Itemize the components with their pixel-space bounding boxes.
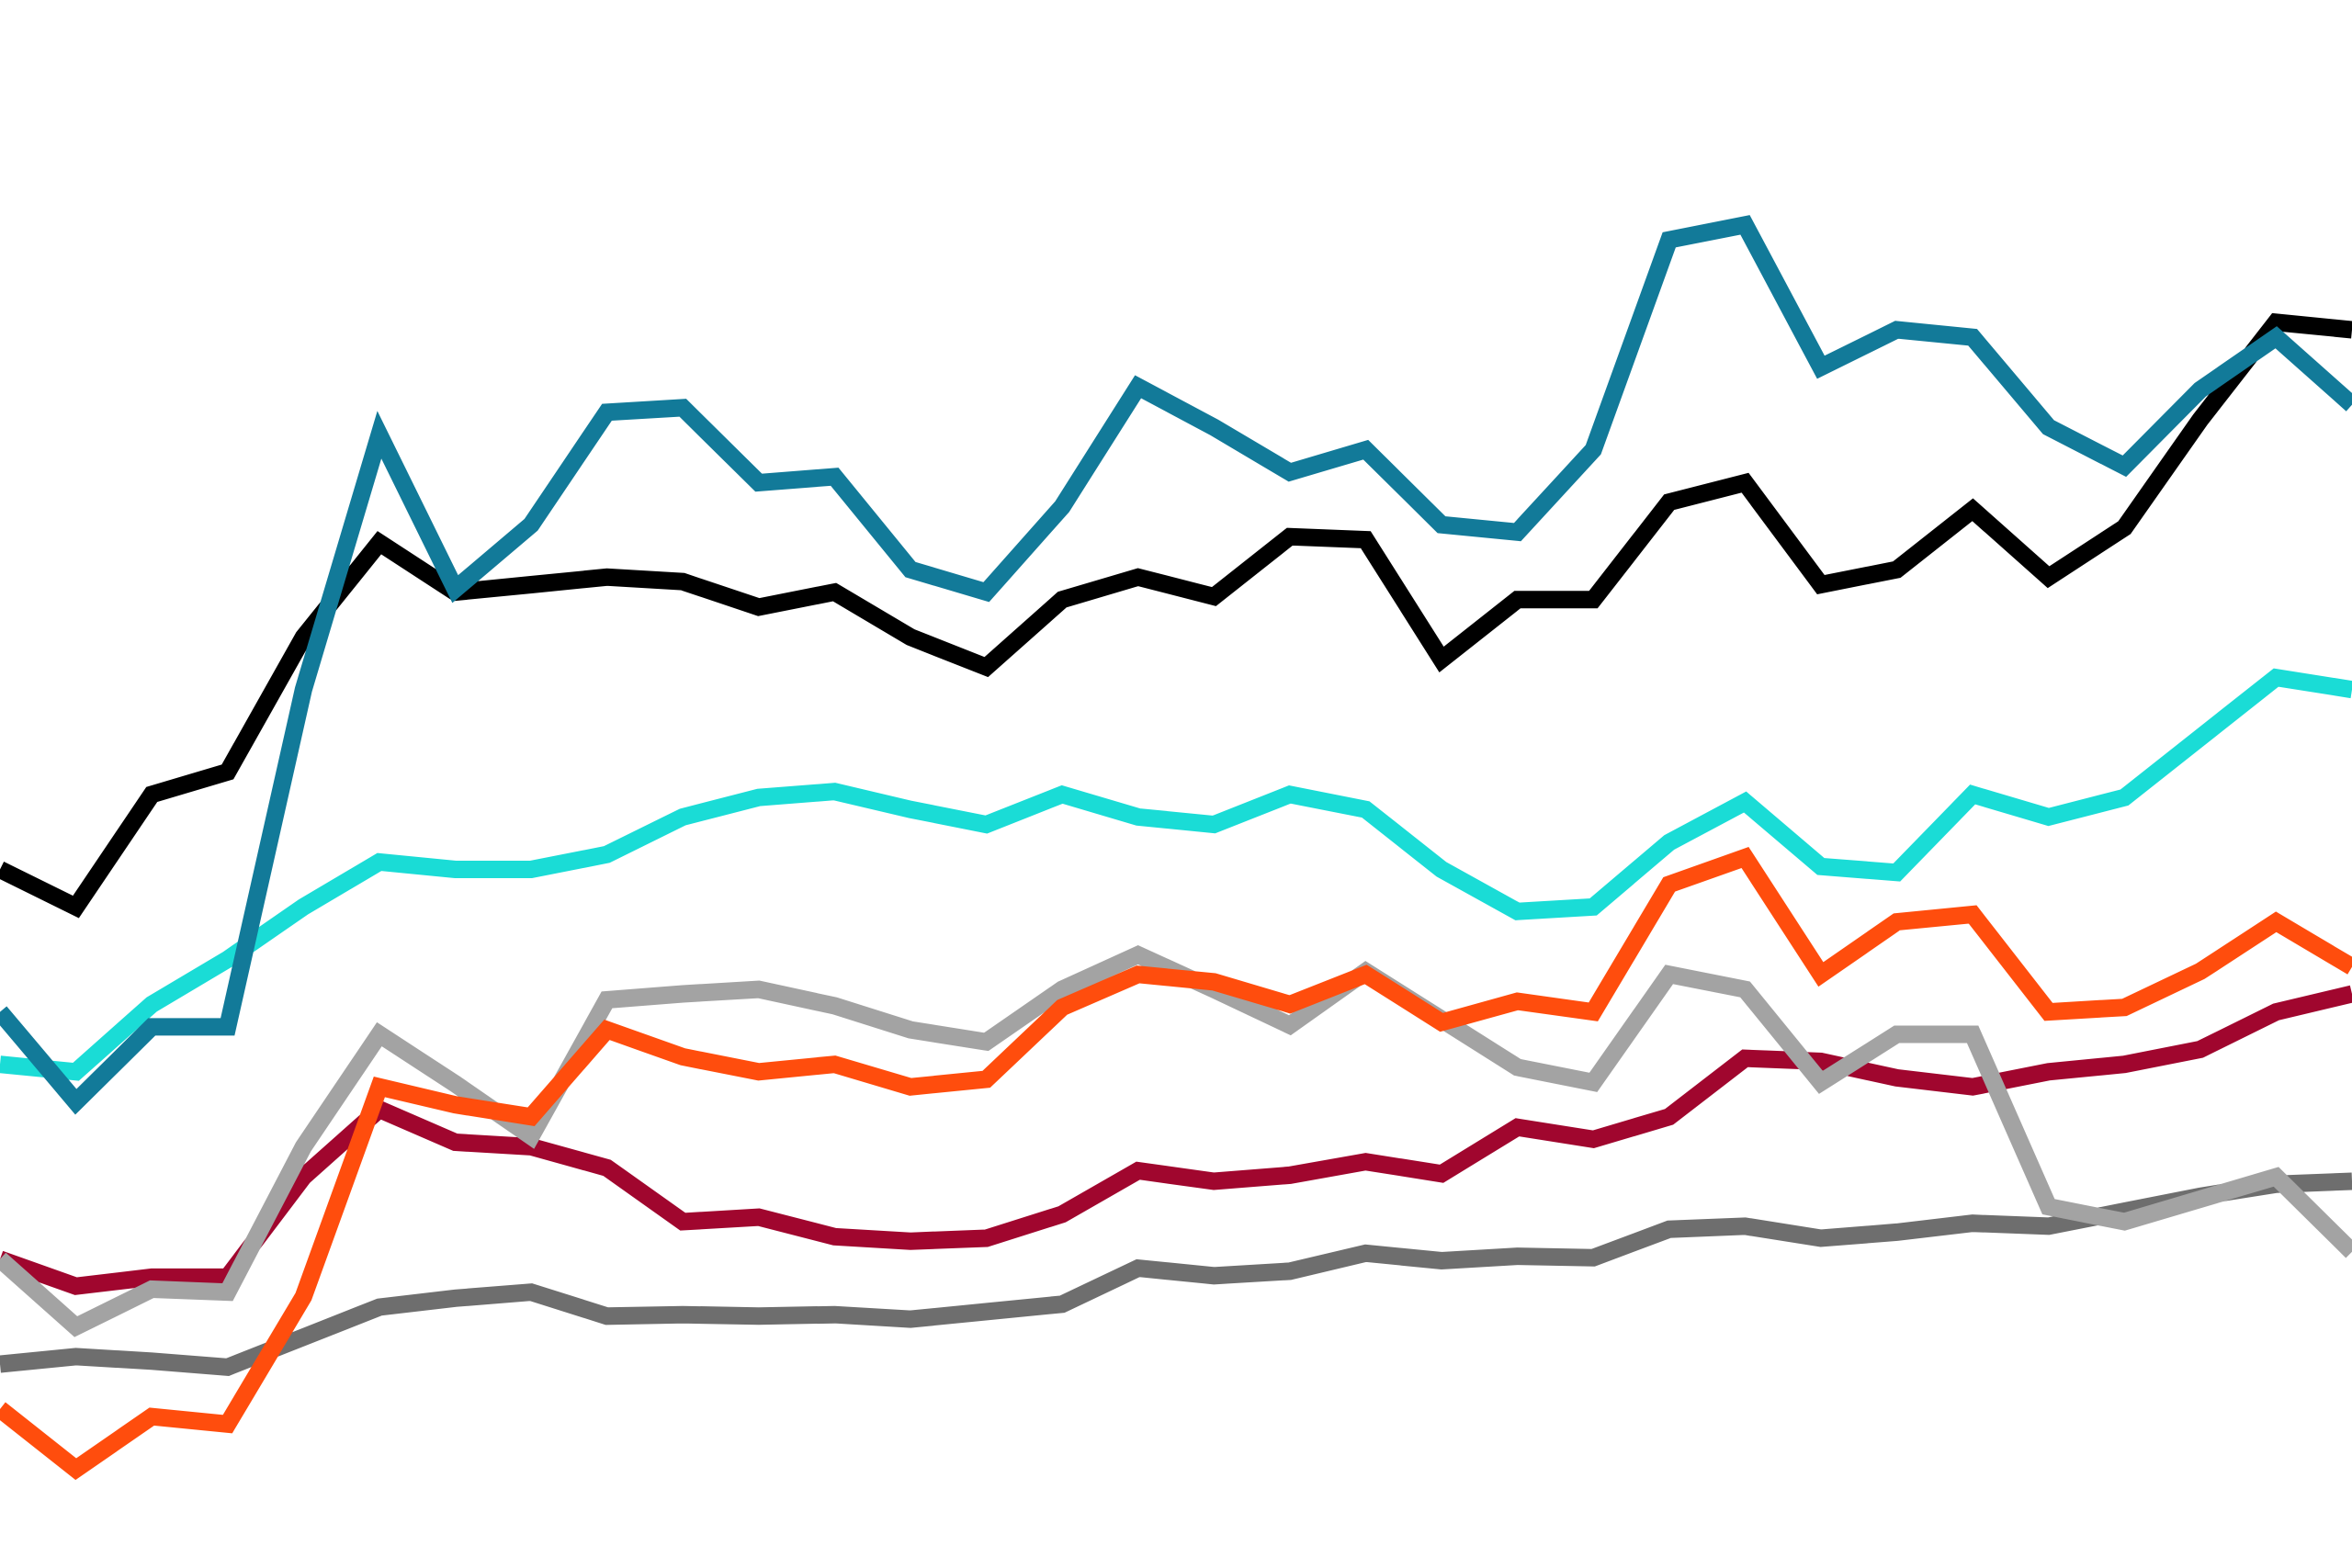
line-series: [0, 312, 2352, 919]
line-series: [0, 1172, 2352, 1376]
line-series: [0, 985, 2352, 1295]
line-series: [0, 847, 2352, 1481]
line-series: [0, 668, 2352, 1081]
line-series: [0, 215, 2352, 1115]
